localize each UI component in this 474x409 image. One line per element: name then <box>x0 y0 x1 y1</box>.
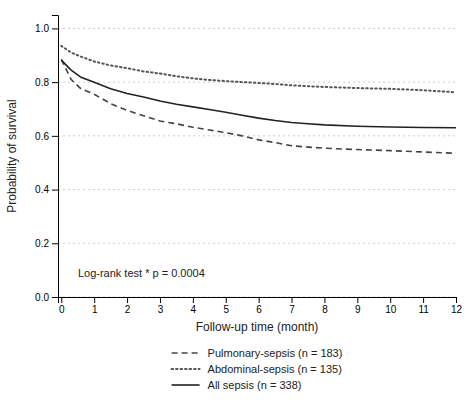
tick-mark <box>94 297 95 303</box>
tick-mark <box>52 28 58 29</box>
tick: 9 <box>355 297 361 315</box>
tick-mark <box>193 297 194 303</box>
annotation: Log-rank test * p = 0.0004 <box>78 267 205 279</box>
y-axis-title: Probability of survival <box>5 99 19 212</box>
legend-label: Abdominal-sepsis (n = 135) <box>208 363 342 375</box>
tick: 2 <box>125 297 131 315</box>
tick-mark <box>423 297 424 303</box>
tick: 5 <box>223 297 229 315</box>
legend-swatch <box>172 368 200 370</box>
tick: 3 <box>158 297 164 315</box>
x-axis: 0123456789101112 <box>59 297 463 315</box>
tick-label: 2 <box>125 304 131 315</box>
axis-line <box>52 16 59 298</box>
tick-label: 0 <box>59 304 65 315</box>
tick-mark <box>324 297 325 303</box>
chart: 01234567891011120.00.20.40.60.81.0Follow… <box>0 0 474 409</box>
series-line <box>61 46 456 92</box>
y-axis: 0.0 0.2 0.4 0.6 0.8 1.0 <box>35 16 58 303</box>
tick-mark <box>52 243 58 244</box>
legend-item: Pulmonary-sepsis (n = 183) <box>172 347 343 359</box>
plot: 01234567891011120.00.20.40.60.81.0 <box>35 16 462 316</box>
series-line <box>61 60 456 128</box>
tick: 10 <box>385 297 397 315</box>
tick: 4 <box>191 297 197 315</box>
annotation-background <box>76 266 207 280</box>
tick-label: 7 <box>289 304 295 315</box>
legend-swatch <box>172 384 200 386</box>
tick-mark <box>61 297 62 303</box>
grid-line <box>58 243 456 244</box>
tick-mark <box>357 297 358 303</box>
tick-label: 0.8 <box>35 77 49 88</box>
tick: 0.4 <box>35 184 58 195</box>
lines <box>61 46 456 153</box>
tick: 12 <box>451 297 463 315</box>
grid-line <box>58 135 456 136</box>
legend-swatch <box>172 352 200 354</box>
tick-label: 9 <box>355 304 361 315</box>
tick-mark <box>292 297 293 303</box>
tick-mark <box>390 297 391 303</box>
tick: 0.8 <box>35 77 58 88</box>
tick-mark <box>160 297 161 303</box>
series-line <box>61 59 456 153</box>
tick-label: 1 <box>92 304 98 315</box>
tick-mark <box>52 190 58 191</box>
tick-mark <box>52 82 58 83</box>
tick-label: 0.4 <box>35 184 49 195</box>
grid <box>58 28 456 297</box>
legend-item: Abdominal-sepsis (n = 135) <box>172 363 342 375</box>
tick-label: 6 <box>256 304 262 315</box>
tick-label: 1.0 <box>35 23 49 34</box>
legend-item: All sepsis (n = 338) <box>172 379 302 391</box>
tick-label: 12 <box>451 304 463 315</box>
tick: 0 <box>59 297 65 315</box>
tick-label: 5 <box>223 304 229 315</box>
tick: 8 <box>322 297 328 315</box>
x-axis-title: Follow-up time (month) <box>196 320 319 334</box>
tick: 1 <box>92 297 98 315</box>
tick: 0.0 <box>35 292 58 303</box>
tick: 0.6 <box>35 131 58 142</box>
tick-label: 0.0 <box>35 292 49 303</box>
legend-label: Pulmonary-sepsis (n = 183) <box>208 347 343 359</box>
tick-label: 4 <box>191 304 197 315</box>
tick-mark <box>52 136 58 137</box>
tick: 11 <box>418 297 429 315</box>
legend: Pulmonary-sepsis (n = 183) Abdominal-seps… <box>172 347 343 391</box>
grid-line <box>58 28 456 29</box>
grid-line <box>58 189 456 190</box>
tick: 7 <box>289 297 295 315</box>
tick-mark <box>52 297 58 298</box>
tick: 0.2 <box>35 238 58 249</box>
legend-label: All sepsis (n = 338) <box>208 379 302 391</box>
tick: 6 <box>256 297 262 315</box>
tick: 1.0 <box>35 23 58 34</box>
tick-label: 11 <box>418 304 429 315</box>
tick-label: 8 <box>322 304 328 315</box>
axis-line <box>59 298 457 304</box>
tick-mark <box>127 297 128 303</box>
tick-label: 0.2 <box>35 238 49 249</box>
tick-label: 0.6 <box>35 131 49 142</box>
grid-line <box>58 82 456 83</box>
tick-label: 3 <box>158 304 164 315</box>
tick-label: 10 <box>385 304 397 315</box>
tick-mark <box>259 297 260 303</box>
annotation-group: Log-rank test * p = 0.0004 <box>76 266 207 280</box>
tick-mark <box>456 297 457 303</box>
tick-mark <box>226 297 227 303</box>
